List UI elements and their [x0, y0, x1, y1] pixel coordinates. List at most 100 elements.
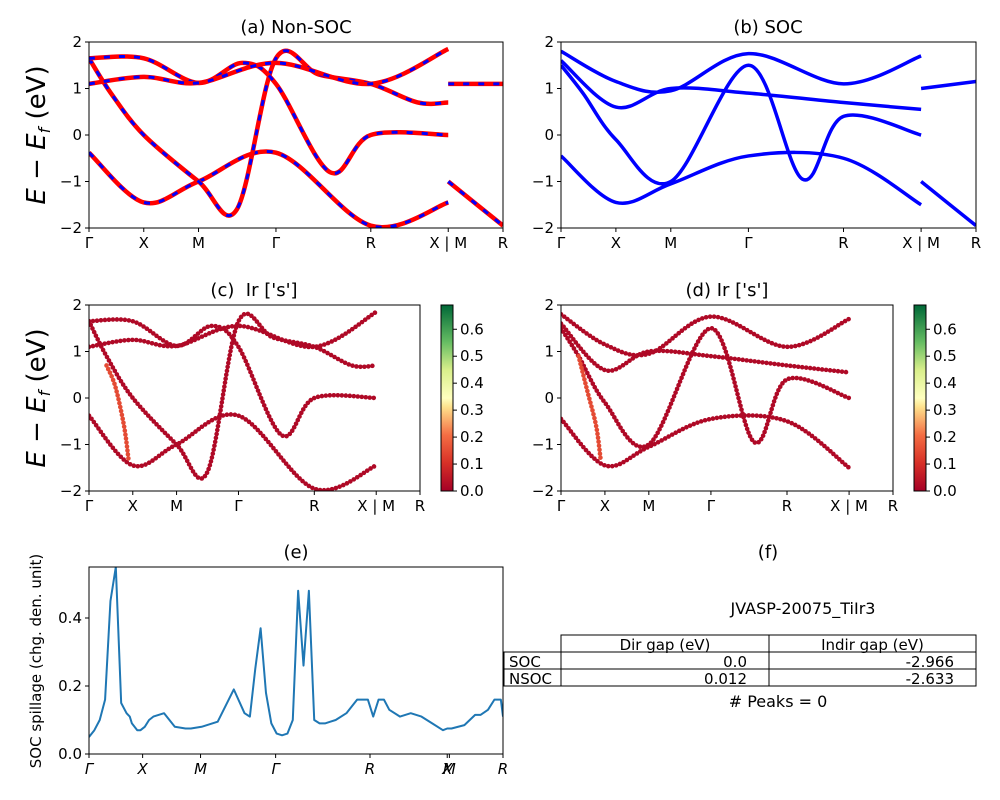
projection-point	[228, 348, 233, 354]
projection-point	[750, 413, 756, 418]
table-cell: -2.633	[906, 670, 954, 688]
projection-point	[314, 344, 319, 349]
projection-point	[153, 455, 159, 461]
projection-point	[765, 339, 771, 344]
projection-point	[659, 423, 664, 429]
projection-point	[800, 341, 806, 347]
projection-point	[109, 374, 114, 379]
projection-point	[344, 481, 350, 486]
colorbar-tick-label: 0.3	[460, 401, 484, 419]
projection-point	[789, 420, 795, 426]
projection-point	[634, 443, 639, 448]
projection-point	[98, 429, 104, 435]
projection-point	[823, 367, 829, 373]
projection-point	[697, 335, 703, 341]
projection-point	[732, 356, 738, 362]
projection-point	[126, 318, 132, 323]
ytick-label: 2	[544, 33, 554, 51]
projection-point	[351, 393, 357, 399]
projection-point	[609, 463, 615, 469]
projection-point	[711, 314, 717, 319]
projection-point	[634, 451, 640, 456]
projection-point	[615, 348, 621, 353]
projection-point	[806, 378, 811, 383]
projection-point	[581, 373, 586, 378]
projection-point	[112, 381, 117, 387]
projection-point	[576, 353, 581, 359]
projection-point	[655, 430, 660, 436]
band-line-soc-overlay	[89, 54, 449, 175]
projection-point	[627, 438, 633, 443]
projection-point	[657, 426, 662, 432]
projection-point	[190, 469, 196, 474]
projection-point	[186, 462, 192, 467]
projection-point	[768, 410, 773, 416]
projection-point	[665, 408, 671, 414]
projection-point	[265, 410, 270, 416]
projection-point	[568, 429, 574, 434]
projection-point	[139, 463, 145, 469]
projection-point	[577, 357, 582, 363]
projection-point	[744, 327, 750, 333]
projection-point	[602, 367, 607, 373]
panel-d-colorbar	[913, 304, 927, 492]
projection-point	[203, 332, 208, 338]
projection-point	[134, 320, 139, 325]
projection-point	[121, 424, 127, 429]
projection-point	[786, 376, 792, 382]
projection-point	[218, 404, 224, 409]
projection-point	[149, 341, 155, 346]
projection-point	[110, 339, 115, 345]
projection-point	[199, 334, 205, 339]
projection-point	[163, 448, 168, 454]
projection-point	[737, 323, 743, 329]
projection-point	[741, 325, 746, 331]
projection-point	[730, 413, 736, 419]
projection-point	[257, 328, 262, 333]
projection-point	[118, 317, 124, 322]
projection-point	[275, 335, 281, 341]
projection-point	[130, 337, 135, 343]
projection-point	[648, 348, 654, 354]
projection-point	[300, 407, 306, 412]
projection-point	[347, 393, 353, 399]
projection-point	[181, 451, 186, 457]
projection-point	[151, 419, 157, 424]
projection-point	[587, 333, 593, 339]
projection-point	[368, 466, 373, 471]
projection-point	[705, 326, 711, 332]
projection-point	[134, 337, 139, 343]
projection-point	[130, 318, 136, 324]
projection-point	[98, 318, 104, 323]
projection-point	[141, 324, 146, 329]
projection-point	[719, 315, 725, 321]
projection-point	[627, 358, 632, 363]
ytick-label: 0.0	[58, 745, 82, 763]
projection-point	[325, 487, 331, 491]
projection-point	[318, 343, 323, 348]
projection-point	[236, 344, 241, 350]
projection-point	[812, 436, 818, 441]
ytick-label: −2	[532, 219, 554, 237]
projection-point	[221, 325, 227, 331]
projection-point	[354, 364, 359, 369]
colorbar-tick-label: 0.5	[460, 347, 484, 365]
projection-point	[181, 342, 186, 347]
projection-point	[243, 358, 249, 364]
projection-point	[223, 376, 228, 382]
projection-point	[214, 431, 219, 437]
projection-point	[130, 395, 135, 400]
projection-point	[598, 365, 604, 371]
projection-point	[214, 328, 219, 333]
band-line-soc	[920, 79, 976, 91]
projection-point	[585, 370, 590, 376]
projection-point	[695, 339, 701, 344]
projection-point	[695, 420, 700, 425]
projection-point	[289, 467, 294, 473]
projection-point	[749, 437, 755, 443]
projection-point	[131, 463, 137, 469]
projection-point	[340, 482, 346, 488]
projection-point	[120, 416, 125, 422]
projection-point	[652, 441, 657, 447]
projection-point	[568, 333, 574, 339]
